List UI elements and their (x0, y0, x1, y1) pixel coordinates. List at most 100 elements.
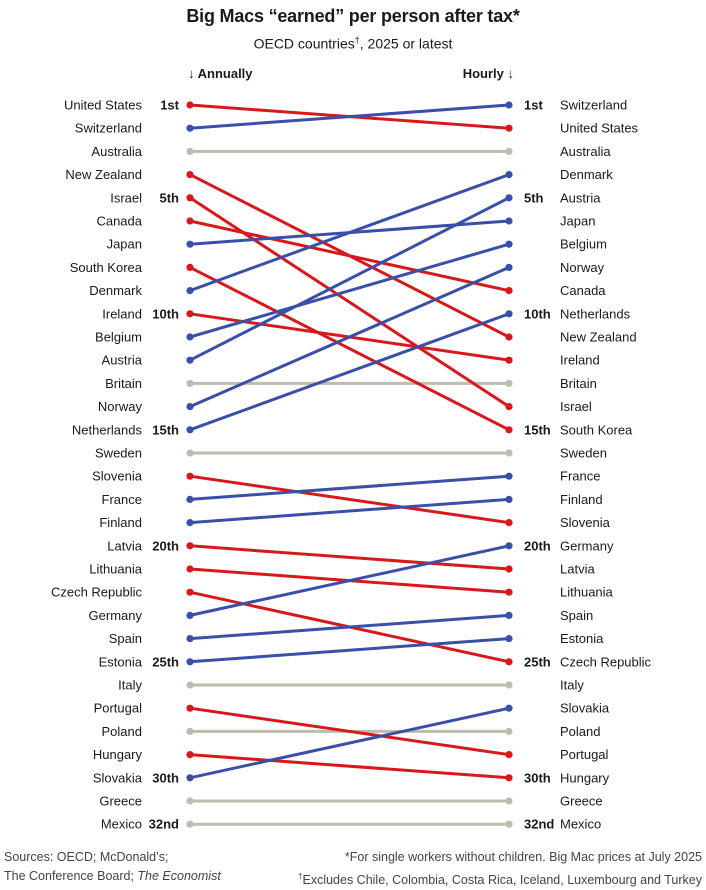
note-1: *For single workers without children. Bi… (344, 850, 702, 864)
left-label-hungary: Hungary (93, 747, 143, 762)
left-label-poland: Poland (102, 724, 142, 739)
left-label-japan: Japan (107, 237, 142, 252)
dot-hourly-hungary (505, 774, 513, 782)
dot-hourly-france (505, 472, 513, 480)
rank-label-right-5th: 5th (524, 190, 544, 205)
left-label-sweden: Sweden (95, 446, 142, 461)
right-label-italy: Italy (560, 678, 584, 693)
dot-annual-australia (186, 147, 194, 155)
dot-hourly-ireland (505, 356, 513, 364)
dot-annual-sweden (186, 449, 194, 457)
note-2: Excludes Chile, Colombia, Costa Rica, Ic… (302, 873, 702, 888)
dot-annual-spain (186, 635, 194, 643)
slope-line-austria (188, 196, 511, 362)
slope-line-belgium (188, 242, 511, 339)
right-label-latvia: Latvia (560, 562, 595, 577)
rank-label-right-1st: 1st (524, 98, 543, 113)
rank-label-right-10th: 10th (524, 306, 551, 321)
dot-annual-hungary (186, 751, 194, 759)
dot-hourly-poland (505, 727, 513, 736)
dot-hourly-israel (505, 403, 513, 411)
rank-label-left-1st: 1st (160, 98, 179, 113)
rank-label-right-25th: 25th (524, 654, 551, 669)
slope-dots (186, 101, 513, 828)
note-2-line: †Excludes Chile, Colombia, Costa Rica, I… (298, 867, 702, 890)
dot-hourly-greece (505, 797, 513, 805)
right-label-hungary: Hungary (560, 770, 610, 785)
left-label-lithuania: Lithuania (89, 562, 143, 577)
right-label-lithuania: Lithuania (560, 585, 614, 600)
dot-annual-greece (186, 797, 194, 805)
dot-hourly-canada (505, 287, 513, 295)
right-label-israel: Israel (560, 399, 592, 414)
left-label-australia: Australia (91, 144, 142, 159)
dot-hourly-switzerland (505, 101, 513, 109)
dot-annual-finland (186, 519, 194, 527)
dot-annual-canada (186, 217, 194, 225)
source-line-2: The Conference Board; The Economist (4, 867, 221, 886)
rank-label-right-32nd: 32nd (524, 817, 554, 832)
slope-line-slovakia (188, 706, 511, 780)
rank-label-left-30th: 30th (152, 770, 179, 785)
slope-line-hungary (188, 753, 511, 780)
rank-label-right-30th: 30th (524, 770, 551, 785)
dot-annual-germany (186, 611, 194, 620)
left-label-canada: Canada (96, 214, 142, 229)
slope-line-south-korea (188, 265, 511, 432)
right-label-finland: Finland (560, 492, 603, 507)
left-label-austria: Austria (102, 353, 143, 368)
dot-annual-israel (186, 194, 194, 202)
subtitle-dagger: † (354, 35, 360, 45)
left-label-portugal: Portugal (94, 701, 143, 716)
dot-annual-slovakia (186, 774, 194, 782)
slope-line-spain (188, 613, 511, 641)
sources-footnote: Sources: OECD; McDonald’s; The Conferenc… (4, 848, 221, 886)
left-label-greece: Greece (99, 794, 142, 809)
dot-annual-mexico (186, 820, 194, 828)
right-label-sweden: Sweden (560, 446, 607, 461)
dot-annual-switzerland (186, 124, 194, 132)
dot-hourly-czech-republic (505, 658, 513, 666)
dot-annual-czech-republic (186, 588, 194, 596)
dot-hourly-netherlands (505, 310, 513, 318)
dot-annual-lithuania (186, 565, 194, 573)
right-label-united-states: United States (560, 121, 639, 136)
dot-hourly-austria (505, 194, 513, 202)
right-label-slovenia: Slovenia (560, 515, 611, 530)
left-label-czech-republic: Czech Republic (51, 585, 143, 600)
source-line-2a: The Conference Board; (4, 869, 138, 883)
left-label-norway: Norway (98, 399, 143, 414)
right-label-switzerland: Switzerland (560, 98, 627, 113)
left-label-belgium: Belgium (95, 330, 142, 345)
left-label-italy: Italy (118, 678, 142, 693)
dot-annual-france (186, 495, 194, 503)
right-label-germany: Germany (560, 538, 614, 553)
dot-annual-latvia (186, 542, 194, 550)
slope-line-netherlands (188, 312, 511, 432)
left-label-united-states: United States (64, 98, 143, 113)
right-label-norway: Norway (560, 260, 605, 275)
right-label-netherlands: Netherlands (560, 306, 631, 321)
rank-label-left-20th: 20th (152, 538, 179, 553)
rank-label-left-5th: 5th (160, 190, 180, 205)
slope-line-denmark (188, 173, 511, 293)
slope-line-israel (188, 196, 511, 409)
left-label-spain: Spain (109, 631, 142, 646)
rank-label-right-20th: 20th (524, 538, 551, 553)
dot-hourly-estonia (505, 635, 513, 643)
slope-line-canada (188, 219, 511, 293)
left-label-latvia: Latvia (107, 538, 142, 553)
dot-annual-netherlands (186, 426, 194, 434)
right-label-canada: Canada (560, 283, 606, 298)
left-label-slovenia: Slovenia (92, 469, 143, 484)
left-label-switzerland: Switzerland (75, 121, 142, 136)
chart-title: Big Macs “earned” per person after tax* (186, 6, 520, 26)
right-label-greece: Greece (560, 794, 603, 809)
dot-hourly-sweden (505, 449, 513, 457)
right-label-south-korea: South Korea (560, 422, 633, 437)
rank-label-left-25th: 25th (152, 654, 179, 669)
right-label-france: France (560, 469, 600, 484)
left-label-israel: Israel (110, 190, 142, 205)
dot-hourly-australia (505, 147, 513, 155)
dot-annual-belgium (186, 333, 194, 341)
